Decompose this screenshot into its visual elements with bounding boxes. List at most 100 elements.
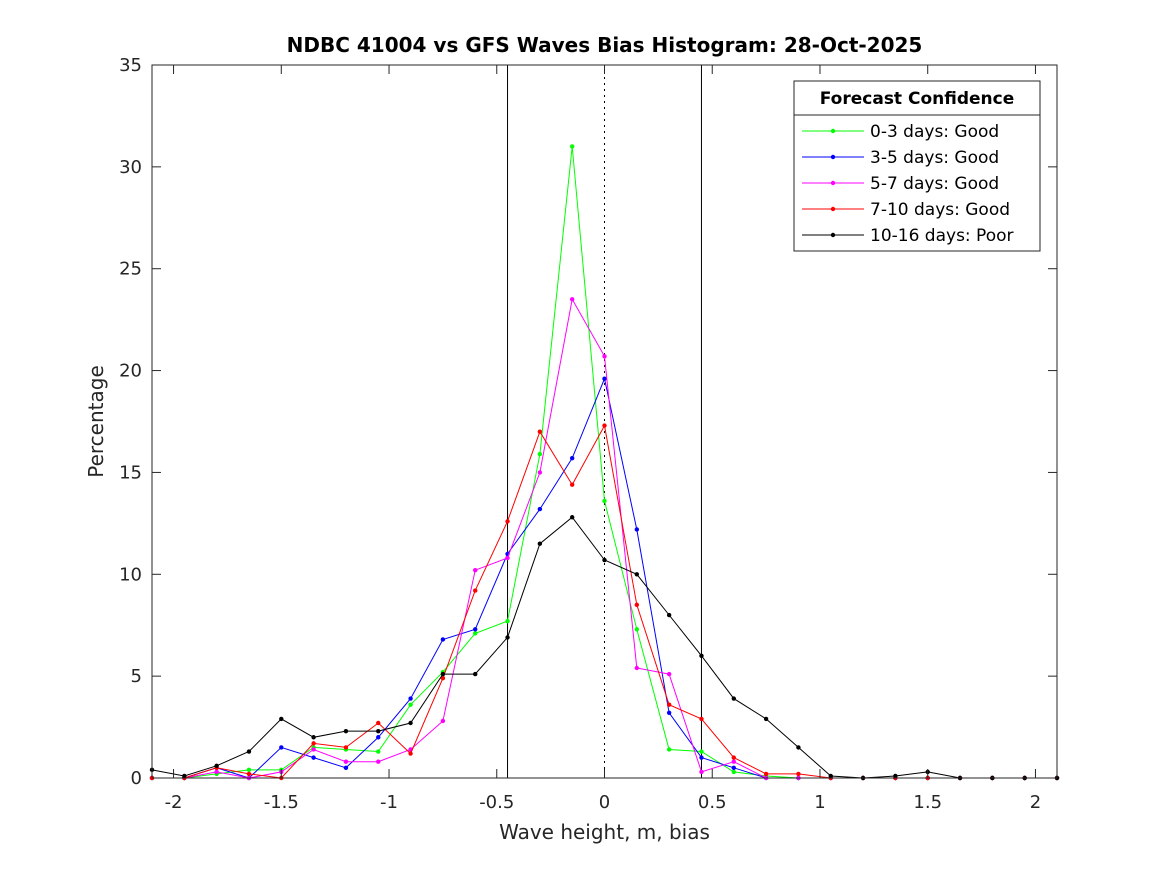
data-point — [796, 771, 801, 777]
data-point — [569, 144, 575, 149]
x-tick-label: 0 — [599, 792, 610, 813]
data-point — [505, 555, 510, 561]
data-point — [343, 765, 349, 771]
data-point — [440, 637, 446, 642]
data-point — [666, 747, 672, 752]
x-tick-label: 1.5 — [913, 792, 942, 813]
data-point — [343, 759, 349, 764]
data-point — [440, 675, 446, 681]
y-tick-label: 5 — [131, 666, 142, 687]
series-lines — [149, 144, 1060, 781]
data-point — [569, 297, 575, 302]
y-axis-label: Percentage — [84, 365, 108, 478]
data-point — [311, 741, 316, 746]
series-10-16-days-poor — [149, 515, 1060, 781]
data-point — [473, 568, 478, 573]
legend-label: 10-16 days: Poor — [870, 226, 1014, 246]
data-point — [214, 763, 219, 768]
data-point — [699, 716, 704, 722]
data-point — [828, 773, 833, 779]
data-point — [505, 519, 510, 524]
data-point — [440, 671, 446, 677]
x-tick-label: -1.5 — [264, 792, 299, 813]
x-axis-label: Wave height, m, bias — [499, 820, 710, 844]
data-point — [569, 515, 575, 520]
data-point — [343, 745, 349, 750]
data-point — [214, 769, 219, 775]
data-point — [473, 631, 478, 636]
data-point — [537, 506, 543, 512]
legend-item: 7-10 days: Good — [802, 200, 1010, 220]
data-point — [279, 716, 284, 722]
legend-item: 5-7 days: Good — [802, 174, 999, 194]
data-point — [473, 588, 478, 593]
y-tick-label: 25 — [119, 259, 142, 280]
y-tick-label: 0 — [131, 768, 142, 789]
legend: Forecast Confidence 0-3 days: Good 3-5 da… — [793, 80, 1041, 252]
y-tick-label: 35 — [119, 55, 142, 76]
legend-swatch-marker — [830, 180, 836, 186]
legend-item: 10-16 days: Poor — [802, 226, 1014, 246]
data-point — [602, 423, 607, 428]
data-point — [246, 749, 252, 754]
legend-swatch-marker — [830, 206, 836, 212]
data-point — [505, 635, 510, 640]
data-point — [311, 735, 316, 740]
x-tick-label: -2 — [165, 792, 183, 813]
data-point — [602, 498, 607, 504]
data-point — [731, 759, 736, 764]
legend-swatch-marker — [830, 154, 836, 160]
data-point — [311, 755, 316, 760]
data-point — [279, 745, 284, 750]
data-point — [602, 354, 607, 359]
data-point — [408, 720, 413, 726]
data-point — [537, 470, 543, 475]
reference-lines — [507, 65, 702, 778]
data-point — [634, 665, 640, 671]
data-point — [537, 429, 543, 434]
data-point — [666, 612, 672, 618]
legend-label: 7-10 days: Good — [870, 200, 1010, 220]
data-point — [408, 751, 413, 756]
y-tick-label: 15 — [119, 462, 142, 483]
data-point — [376, 749, 381, 754]
data-point — [376, 735, 381, 740]
data-point — [182, 773, 187, 779]
x-tick-label: 2 — [1030, 792, 1041, 813]
x-axis: -2 -1.5 -1 -0.5 0 0.5 1 1.5 2 — [165, 65, 1041, 813]
data-point — [763, 716, 769, 722]
data-point — [731, 769, 736, 775]
legend-label: 5-7 days: Good — [870, 174, 999, 194]
legend-title: Forecast Confidence — [820, 89, 1015, 109]
legend-label: 0-3 days: Good — [870, 122, 999, 142]
legend-box — [793, 80, 1041, 252]
legend-item: 0-3 days: Good — [802, 122, 999, 142]
legend-swatch-marker — [830, 128, 836, 134]
data-point — [699, 769, 704, 775]
data-point — [440, 718, 446, 724]
data-point — [473, 671, 478, 677]
data-point — [731, 696, 736, 701]
y-tick-label: 30 — [119, 157, 142, 178]
data-point — [246, 771, 252, 777]
data-point — [569, 482, 575, 487]
y-tick-label: 10 — [119, 564, 142, 585]
data-point — [634, 527, 640, 532]
x-tick-label: -0.5 — [479, 792, 514, 813]
legend-swatch-marker — [830, 232, 836, 238]
data-point — [666, 702, 672, 707]
data-point — [376, 728, 381, 734]
x-tick-label: 1 — [814, 792, 825, 813]
data-point — [699, 749, 704, 754]
x-tick-label: 0.5 — [698, 792, 727, 813]
data-point — [537, 451, 543, 457]
data-point — [699, 755, 704, 760]
data-point — [473, 627, 478, 632]
data-point — [666, 671, 672, 677]
data-point — [408, 702, 413, 707]
data-point — [796, 745, 801, 750]
data-point — [408, 696, 413, 701]
data-point — [634, 602, 640, 608]
data-point — [246, 767, 252, 773]
y-tick-label: 20 — [119, 361, 142, 382]
